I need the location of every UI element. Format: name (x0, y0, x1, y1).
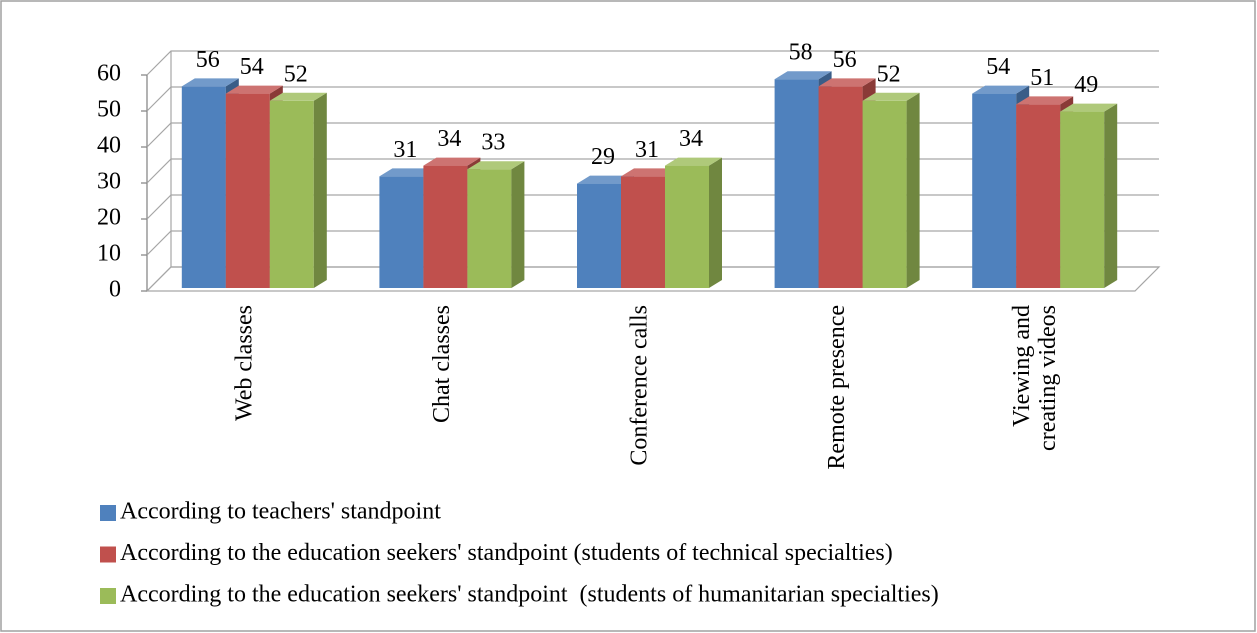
data-label: 31 (635, 137, 659, 163)
bar-top (577, 175, 634, 184)
legend-label: According to the education seekers' stan… (120, 540, 893, 566)
bar-top (1060, 103, 1118, 112)
bar-front (225, 93, 270, 288)
x-tick-label: Chat classes (429, 305, 455, 423)
bar-front (621, 176, 665, 288)
bar-side (511, 161, 525, 288)
bar-top (467, 161, 525, 170)
bar-top (774, 71, 832, 80)
data-label: 34 (437, 126, 461, 152)
data-label: 54 (240, 54, 264, 80)
bar (862, 92, 920, 288)
bar-front (972, 93, 1017, 288)
x-tick-label: Viewing andcreating videos (1009, 305, 1061, 451)
bar-front (181, 86, 226, 289)
bar-top (818, 78, 876, 87)
bar-top (665, 157, 722, 166)
bar (665, 157, 722, 288)
data-label: 34 (679, 126, 703, 152)
bar-top (1016, 96, 1074, 105)
bar-front (862, 100, 907, 288)
bar (467, 161, 525, 288)
bar-front (774, 79, 819, 288)
bar-side (906, 92, 920, 288)
legend-swatch (100, 505, 116, 521)
legend-swatch (100, 546, 116, 563)
bar-front (1060, 111, 1105, 288)
bar-top (379, 168, 437, 177)
data-label: 58 (789, 40, 813, 66)
y-tick-label: 0 (109, 277, 121, 303)
data-label: 54 (986, 54, 1010, 80)
bar-side (709, 157, 722, 288)
bar-front (818, 86, 863, 289)
bar-top (181, 78, 239, 87)
bar-side (1104, 103, 1118, 288)
data-label: 29 (591, 144, 615, 170)
data-label: 31 (393, 137, 417, 163)
bar-top (225, 85, 283, 94)
y-tick-label: 60 (97, 61, 121, 87)
bar-top (621, 168, 678, 177)
bar-front (379, 176, 424, 288)
data-label: 51 (1030, 65, 1054, 91)
data-label: 52 (877, 61, 901, 87)
grid-line (146, 50, 1159, 76)
bar-top (862, 92, 920, 101)
bar-top (423, 157, 481, 166)
bar-front (467, 169, 512, 288)
x-tick-label: Remote presence (824, 305, 850, 470)
bar (1060, 103, 1118, 288)
bar-side (313, 92, 327, 288)
x-tick-label: Web classes (231, 305, 257, 421)
legend-label: According to the education seekers' stan… (120, 582, 939, 608)
bar-front (269, 100, 314, 288)
bar-front (423, 165, 468, 288)
bar-front (577, 183, 621, 288)
data-label: 56 (833, 47, 857, 73)
legend-swatch (100, 588, 116, 604)
data-label: 56 (196, 47, 220, 73)
y-tick-label: 30 (97, 169, 121, 195)
y-tick-label: 40 (97, 133, 121, 159)
data-label: 33 (481, 130, 505, 156)
bar (269, 92, 327, 288)
bar-top (972, 85, 1030, 94)
bar-front (665, 165, 709, 288)
data-label: 52 (284, 61, 308, 87)
bar-top (269, 92, 327, 101)
y-tick-label: 50 (97, 97, 121, 123)
x-tick-label: Conference calls (627, 305, 653, 466)
legend-label: According to teachers' standpoint (120, 499, 441, 525)
y-tick-label: 10 (97, 241, 121, 267)
bar-front (1016, 104, 1061, 289)
data-label: 49 (1074, 72, 1098, 98)
y-tick-label: 20 (97, 205, 121, 231)
